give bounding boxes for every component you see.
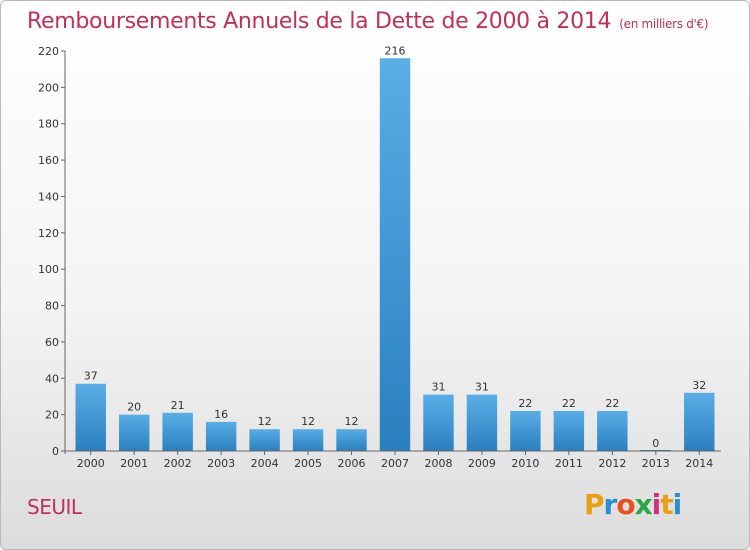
bar-2002	[162, 412, 193, 451]
x-tick-label-2008: 2008	[424, 457, 452, 470]
logo-letter: i	[672, 488, 683, 521]
x-tick-label-2012: 2012	[598, 457, 626, 470]
bar-2014	[684, 392, 715, 451]
x-tick-label-2010: 2010	[511, 457, 539, 470]
data-label-2010: 22	[518, 397, 532, 410]
y-tick-label: 220	[38, 45, 59, 58]
x-tick-label-2000: 2000	[77, 457, 105, 470]
data-label-2005: 12	[301, 415, 315, 428]
bar-2006	[336, 429, 367, 451]
x-tick-label-2002: 2002	[164, 457, 192, 470]
chart-title-text: Remboursements Annuels de la Dette de 20…	[27, 9, 612, 34]
x-tick-label-2004: 2004	[251, 457, 279, 470]
logo-letter: x	[634, 488, 653, 521]
x-axis: 2000 2001 2002 2003 2004 2005 2006 2007 2008 2009…	[65, 450, 721, 470]
data-label-2006: 12	[345, 415, 359, 428]
bar-2011	[553, 411, 585, 451]
x-tick-label-2009: 2009	[468, 457, 496, 470]
logo-letter: o	[616, 488, 635, 521]
y-tick-label: 200	[38, 81, 59, 94]
bar-2001	[118, 414, 150, 451]
chart-unit: (en milliers d'€)	[619, 17, 709, 31]
y-tick-label: 0	[52, 445, 59, 458]
bar-2003	[205, 421, 237, 451]
proxiti-logo[interactable]: Proxiti	[584, 488, 683, 521]
y-tick-label: 100	[38, 263, 59, 276]
y-tick-label: 20	[45, 409, 59, 422]
data-label-2001: 20	[127, 401, 141, 414]
x-tick-label-2005: 2005	[294, 457, 322, 470]
data-label-2012: 22	[605, 397, 619, 410]
logo-letter: t	[660, 488, 673, 521]
y-tick-label: 160	[38, 154, 59, 167]
y-axis: 0 20 40 60 80 100 120 140 160 180 200 220	[38, 45, 66, 458]
x-tick-label-2001: 2001	[120, 457, 148, 470]
data-label-2004: 12	[258, 415, 272, 428]
bar-2004	[249, 429, 280, 451]
data-label-2007: 216	[385, 44, 406, 57]
y-tick-label: 120	[38, 227, 59, 240]
x-tick-label-2011: 2011	[555, 457, 583, 470]
bars: 37 20 21 16 12 12 12 216 31 31 22 22 22 0 32	[75, 44, 715, 451]
bar-2010	[510, 411, 541, 451]
data-label-2014: 32	[692, 379, 706, 392]
logo-letter: r	[603, 488, 618, 521]
bar-2008	[423, 394, 454, 451]
chart-title: Remboursements Annuels de la Dette de 20…	[27, 9, 709, 34]
x-tick-label-2014: 2014	[685, 457, 713, 470]
y-tick-label: 80	[45, 300, 59, 313]
data-label-2000: 37	[84, 370, 98, 383]
x-tick-label-2003: 2003	[207, 457, 235, 470]
x-tick-label-2013: 2013	[642, 457, 670, 470]
data-label-2009: 31	[475, 381, 489, 394]
y-tick-label: 40	[45, 372, 59, 385]
data-label-2013: 0	[652, 437, 659, 450]
bar-2007	[379, 58, 411, 451]
logo-letter: P	[584, 488, 605, 521]
bar-2009	[466, 394, 498, 451]
bar-2012	[597, 411, 628, 451]
commune-name: SEUIL	[27, 495, 82, 519]
data-label-2002: 21	[171, 399, 185, 412]
logo-letter: i	[651, 488, 662, 521]
data-label-2003: 16	[214, 408, 228, 421]
data-label-2011: 22	[562, 397, 576, 410]
x-tick-label-2007: 2007	[381, 457, 409, 470]
bar-2000	[75, 383, 106, 451]
data-label-2008: 31	[431, 381, 445, 394]
y-tick-label: 140	[38, 190, 59, 203]
y-tick-label: 60	[45, 336, 59, 349]
bar-2005	[292, 429, 324, 451]
x-tick-label-2006: 2006	[338, 457, 366, 470]
y-tick-label: 180	[38, 118, 59, 131]
